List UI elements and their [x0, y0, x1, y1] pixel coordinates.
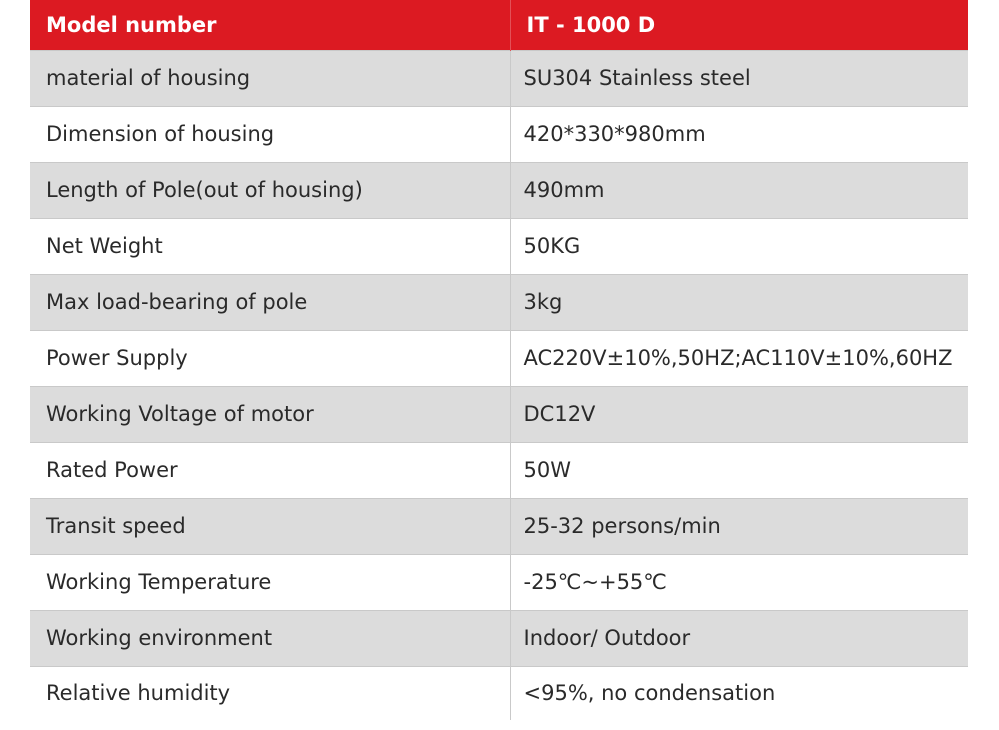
- row-value: -25℃~+55℃: [509, 553, 968, 610]
- table-row: Working environment Indoor/ Outdoor: [30, 609, 968, 666]
- table-row: Length of Pole(out of housing) 490mm: [30, 161, 968, 218]
- table-row: Working Voltage of motor DC12V: [30, 385, 968, 442]
- table-row: material of housing SU304 Stainless stee…: [30, 49, 968, 106]
- table-row: Transit speed 25-32 persons/min: [30, 497, 968, 554]
- row-label: Dimension of housing: [30, 105, 510, 162]
- row-label: Rated Power: [30, 441, 510, 498]
- row-value: 420*330*980mm: [509, 105, 968, 162]
- header-row: Model number IT - 1000 D: [30, 0, 968, 50]
- table-row: Relative humidity <95%, no condensation: [30, 665, 968, 720]
- header-value: IT - 1000 D: [509, 0, 968, 50]
- row-value: SU304 Stainless steel: [509, 49, 968, 106]
- row-label: Working Voltage of motor: [30, 385, 510, 442]
- row-label: Working environment: [30, 609, 510, 666]
- table-row: Dimension of housing 420*330*980mm: [30, 105, 968, 162]
- row-label: Transit speed: [30, 497, 510, 554]
- row-value: 50KG: [509, 217, 968, 274]
- row-label: Max load-bearing of pole: [30, 273, 510, 330]
- table-row: Net Weight 50KG: [30, 217, 968, 274]
- table-row: Max load-bearing of pole 3kg: [30, 273, 968, 330]
- table-row: Rated Power 50W: [30, 441, 968, 498]
- row-value: 50W: [509, 441, 968, 498]
- row-label: Net Weight: [30, 217, 510, 274]
- row-value: AC220V±10%,50HZ;AC110V±10%,60HZ: [509, 329, 968, 386]
- spec-table: Model number IT - 1000 D material of hou…: [30, 0, 968, 720]
- row-label: Relative humidity: [30, 665, 510, 720]
- row-label: Power Supply: [30, 329, 510, 386]
- table-row: Working Temperature -25℃~+55℃: [30, 553, 968, 610]
- row-value: 3kg: [509, 273, 968, 330]
- row-value: DC12V: [509, 385, 968, 442]
- row-value: <95%, no condensation: [509, 665, 968, 720]
- row-label: Length of Pole(out of housing): [30, 161, 510, 218]
- row-value: 490mm: [509, 161, 968, 218]
- row-label: Working Temperature: [30, 553, 510, 610]
- row-value: Indoor/ Outdoor: [509, 609, 968, 666]
- row-label: material of housing: [30, 49, 510, 106]
- header-label: Model number: [46, 12, 217, 37]
- table-row: Power Supply AC220V±10%,50HZ;AC110V±10%,…: [30, 329, 968, 386]
- row-value: 25-32 persons/min: [509, 497, 968, 554]
